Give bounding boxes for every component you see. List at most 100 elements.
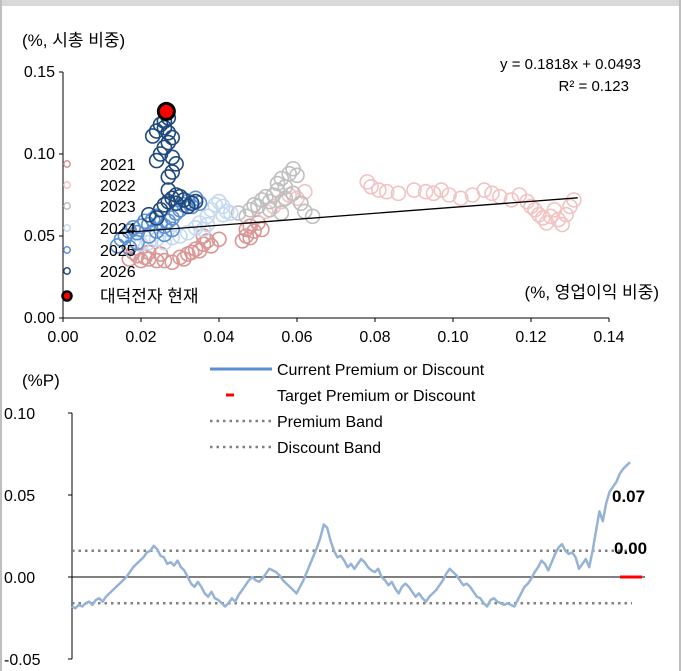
- scatter-point-2022: [527, 201, 543, 218]
- legend-label-3: Discount Band: [277, 440, 381, 457]
- scatter-point-2021: [152, 246, 169, 262]
- scatter-point-2024: [164, 229, 180, 246]
- scatter-points: [109, 110, 582, 271]
- scatter-point-2022: [433, 182, 450, 198]
- scatter-point-2026: [187, 193, 204, 210]
- legend-marker-2021: [63, 160, 71, 168]
- scatter-point-2022: [425, 185, 442, 202]
- legend-label-2021: 2021: [100, 157, 136, 174]
- frame-right-border: [679, 0, 681, 671]
- scatter-point-2023: [273, 170, 290, 187]
- scatter-point-2021: [129, 247, 145, 264]
- scatter-chart: (%, 시총 비중) 0.00 0.05 0.10 0.15 0.00 0.02 0.04…: [22, 31, 659, 346]
- scatter-x-ticks: 0.00 0.02 0.04 0.06 0.08 0.10 0.12 0.14: [47, 318, 625, 346]
- scatter-point-2024: [207, 197, 223, 213]
- scatter-point-2026: [164, 129, 180, 146]
- scatter-x-tick-label: 0.04: [203, 329, 234, 346]
- scatter-point-2026: [160, 169, 177, 185]
- scatter-point-2023: [289, 167, 305, 184]
- scatter-point-2026: [148, 123, 165, 139]
- scatter-point-2022: [503, 192, 520, 208]
- scatter-point-2022: [406, 182, 422, 198]
- scatter-point-2022: [452, 190, 469, 207]
- scatter-point-2025: [156, 218, 173, 234]
- scatter-point-2023: [269, 175, 286, 192]
- scatter-point-2021: [238, 221, 255, 238]
- scatter-point-2025: [117, 228, 134, 244]
- scatter-point-2021: [211, 231, 227, 248]
- regression-r2: R² = 0.123: [559, 78, 629, 95]
- scatter-point-2022: [390, 185, 407, 202]
- legend-marker-2023: [63, 202, 71, 210]
- frame-left-border: [0, 0, 2, 671]
- scatter-point-2024: [156, 234, 173, 251]
- current-company-point: [156, 101, 176, 121]
- legend-label-2025: 2025: [100, 243, 136, 260]
- scatter-x-tick-label: 0.02: [125, 329, 156, 346]
- scatter-y-tick-label: 0.10: [24, 146, 55, 163]
- scatter-point-2024: [195, 221, 212, 238]
- scatter-point-2022: [476, 182, 493, 198]
- scatter-point-2025: [164, 210, 180, 226]
- line-y-axis-title: (%P): [22, 371, 60, 390]
- legend-label-2023: 2023: [100, 199, 136, 216]
- scatter-point-2022: [441, 187, 457, 203]
- scatter-x-tick-label: 0.12: [515, 329, 546, 346]
- scatter-point-2023: [269, 182, 286, 198]
- legend-label-current: 대덕전자 현재: [100, 287, 199, 306]
- scatter-point-2026: [164, 190, 180, 207]
- scatter-point-2023: [296, 203, 313, 220]
- legend-marker-2025: [63, 246, 71, 254]
- scatter-point-2022: [558, 206, 574, 223]
- scatter-point-2024: [222, 205, 239, 221]
- scatter-y-ticks: 0.00 0.05 0.10 0.15: [24, 64, 63, 327]
- line-legend: Current Premium or Discount Target Premiu…: [210, 362, 485, 457]
- scatter-point-2023: [285, 185, 301, 202]
- scatter-point-2022: [417, 183, 434, 200]
- legend-label-2: Premium Band: [277, 414, 383, 431]
- scatter-point-2023: [281, 165, 298, 182]
- scatter-point-2025: [133, 218, 149, 234]
- scatter-point-2026: [180, 198, 196, 215]
- scatter-point-2026: [160, 134, 177, 151]
- scatter-point-2022: [378, 183, 395, 200]
- scatter-point-2022: [530, 206, 547, 223]
- scatter-point-2026: [156, 119, 173, 136]
- scatter-point-2025: [121, 239, 138, 256]
- regression-line: [113, 197, 578, 234]
- scatter-point-2022: [550, 211, 567, 228]
- scatter-point-2025: [156, 226, 173, 243]
- legend-label-2026: 2026: [100, 264, 136, 281]
- scatter-point-2023: [277, 190, 294, 207]
- legend-label-2024: 2024: [100, 221, 136, 238]
- scatter-point-2026: [144, 128, 161, 144]
- scatter-point-2021: [242, 229, 258, 246]
- legend-marker-2026: [63, 267, 71, 275]
- scatter-x-tick-label: 0.14: [593, 329, 624, 346]
- legend-label-0: Current Premium or Discount: [277, 362, 485, 379]
- scatter-point-2022: [534, 210, 551, 226]
- scatter-point-2025: [125, 220, 141, 236]
- scatter-point-2022: [296, 183, 313, 200]
- scatter-point-2022: [554, 216, 571, 233]
- line-y-tick-label: 0.10: [4, 406, 35, 423]
- scatter-point-2026: [164, 164, 180, 180]
- scatter-point-2024: [215, 206, 231, 223]
- scatter-point-2021: [133, 252, 149, 269]
- current-premium-label: 0.07: [612, 487, 645, 506]
- scatter-x-axis-title: (%, 영업이익 비중): [525, 283, 659, 302]
- scatter-y-tick-label: 0.00: [24, 310, 55, 327]
- scatter-point-2021: [234, 233, 251, 249]
- legend-marker-2022: [63, 181, 71, 189]
- line-y-tick-label: -0.05: [4, 652, 41, 669]
- frame-top-border: [0, 0, 681, 6]
- legend-marker-2024: [63, 224, 71, 232]
- scatter-point-2022: [484, 185, 500, 202]
- line-y-tick-label: 0.05: [4, 488, 35, 505]
- scatter-legend: 2021 2022 2023 2024 2025 2026 대덕전자 현재: [61, 157, 199, 306]
- scatter-x-tick-label: 0.00: [47, 329, 78, 346]
- scatter-point-2024: [199, 216, 216, 233]
- scatter-point-2021: [141, 244, 157, 261]
- scatter-point-2026: [152, 201, 169, 218]
- scatter-x-tick-label: 0.08: [359, 329, 390, 346]
